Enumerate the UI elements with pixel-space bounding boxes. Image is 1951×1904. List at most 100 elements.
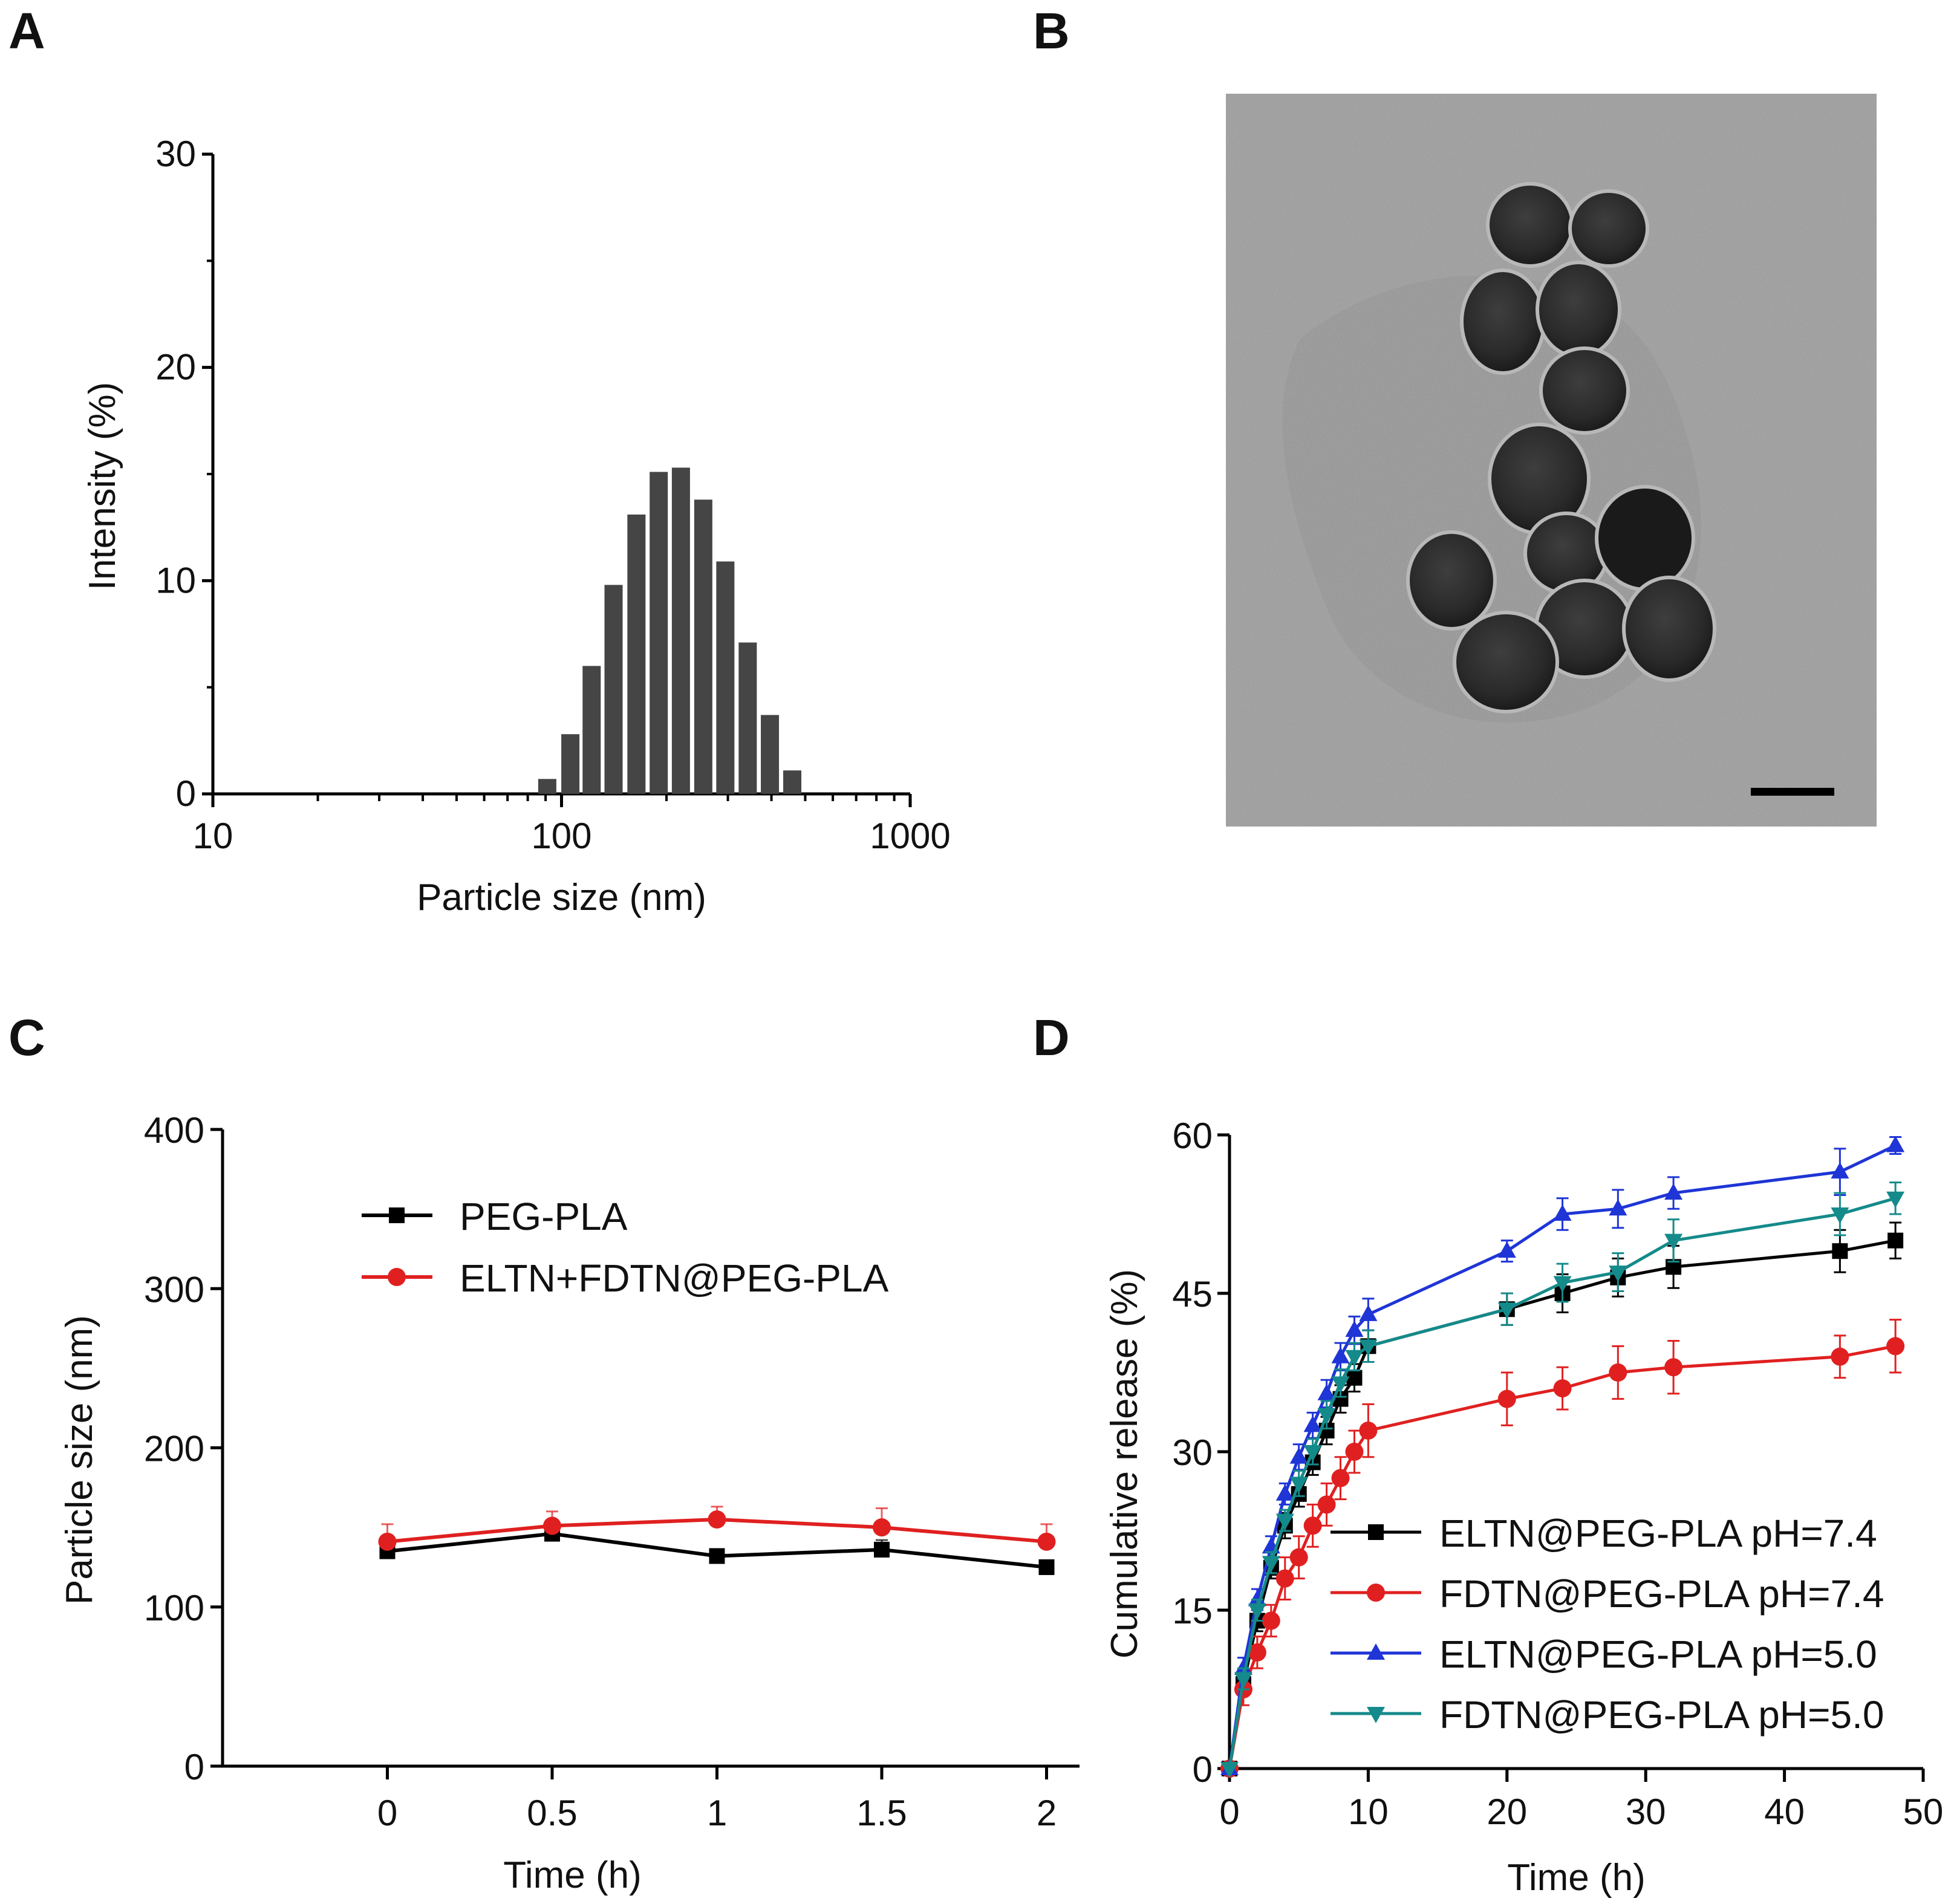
series-3: FDTN@PEG-PLA pH=5.0 (1220, 1181, 1905, 1778)
data-point (1609, 1199, 1627, 1216)
data-point (708, 1510, 726, 1529)
series-1: ELTN+FDTN@PEG-PLA (362, 1256, 1056, 1551)
legend-label: ELTN@PEG-PLA pH=7.4 (1439, 1512, 1877, 1555)
legend-marker (389, 1207, 405, 1223)
data-point (1234, 1672, 1252, 1689)
data-point (709, 1548, 725, 1564)
bar (761, 715, 780, 794)
bar (582, 666, 601, 794)
x-tick-label: 0.5 (527, 1793, 577, 1833)
data-point (1831, 1207, 1849, 1224)
data-point (1345, 1443, 1364, 1461)
panel-label-b: B (1033, 2, 1070, 59)
x-tick-label: 1.5 (856, 1793, 907, 1833)
data-point (1275, 1484, 1294, 1501)
bar (783, 770, 802, 794)
data-point (1886, 1337, 1905, 1356)
x-tick-label: 10 (193, 816, 233, 856)
data-point (1331, 1469, 1350, 1487)
bar (627, 515, 646, 794)
x-tick-label: 50 (1903, 1792, 1944, 1832)
bar (650, 472, 668, 794)
data-point (1262, 1611, 1280, 1630)
y-axis-label: Intensity (%) (82, 382, 123, 591)
data-point (378, 1532, 397, 1551)
data-point (1248, 1590, 1266, 1607)
panel-label-a: A (8, 2, 45, 59)
x-tick-label: 1000 (870, 816, 950, 856)
y-tick-label: 300 (144, 1269, 204, 1310)
data-point (1553, 1204, 1572, 1221)
legend-marker (388, 1268, 406, 1286)
y-tick-label: 15 (1172, 1591, 1213, 1631)
data-point (1303, 1445, 1322, 1461)
data-point (1359, 1304, 1378, 1321)
x-tick-label: 100 (531, 816, 591, 856)
data-point (1609, 1266, 1627, 1282)
data-point (1303, 1516, 1322, 1535)
legend-marker (1367, 1584, 1385, 1602)
data-point (1262, 1556, 1280, 1573)
y-tick-label: 200 (144, 1429, 204, 1469)
x-tick-label: 2 (1037, 1793, 1057, 1833)
y-tick-label: 0 (1193, 1749, 1213, 1790)
y-tick-label: 100 (144, 1588, 204, 1628)
data-point (1832, 1243, 1848, 1259)
data-point (1553, 1276, 1572, 1293)
y-tick-label: 30 (1172, 1432, 1213, 1473)
x-axis-label: Particle size (nm) (417, 877, 706, 918)
data-point (1831, 1347, 1849, 1366)
tem-particles (1406, 182, 1716, 713)
x-tick-label: 0 (377, 1793, 397, 1833)
scale-bar (1751, 788, 1834, 796)
data-point (873, 1518, 891, 1537)
panel-label-d: D (1033, 1009, 1070, 1066)
legend-label: ELTN@PEG-PLA pH=5.0 (1439, 1633, 1877, 1676)
series-0: PEG-PLA (362, 1195, 1055, 1575)
data-point (1886, 1136, 1905, 1152)
legend-label: ELTN+FDTN@PEG-PLA (460, 1256, 889, 1300)
data-point (1497, 1241, 1516, 1258)
data-point (1359, 1339, 1378, 1356)
bar (716, 561, 735, 794)
data-point (1248, 1603, 1266, 1620)
data-point (1248, 1643, 1266, 1662)
legend-label: FDTN@PEG-PLA pH=7.4 (1439, 1572, 1884, 1616)
y-axis-label: Cumulative release (%) (1104, 1269, 1145, 1659)
y-tick-label: 30 (155, 134, 196, 174)
data-point (1234, 1659, 1252, 1675)
data-point (1317, 1383, 1336, 1400)
bar (538, 779, 556, 794)
chart-d-cumulative-release: 0 15 30 45 60 0 10 20 30 40 50 ELTN@PEG-PLA pH=7.4 F… (1104, 1116, 1943, 1899)
y-tick-label: 0 (184, 1747, 204, 1787)
data-point (1497, 1302, 1516, 1319)
data-point (1331, 1347, 1350, 1363)
y-tick-label: 20 (155, 347, 196, 388)
series-1: FDTN@PEG-PLA pH=7.4 (1220, 1319, 1905, 1778)
tem-micrograph (1226, 94, 1877, 827)
x-axis-label: Time (h) (1507, 1857, 1645, 1899)
data-point (1275, 1569, 1294, 1588)
legend-label: PEG-PLA (460, 1195, 628, 1238)
x-tick-label: 10 (1348, 1792, 1389, 1832)
x-tick-label: 0 (1219, 1792, 1239, 1832)
data-point (1831, 1162, 1849, 1179)
data-point (1317, 1495, 1336, 1514)
data-point (1664, 1233, 1683, 1250)
data-point (1664, 1358, 1683, 1377)
x-tick-label: 20 (1487, 1792, 1527, 1832)
data-point (874, 1541, 890, 1558)
data-point (1346, 1370, 1363, 1386)
y-tick-label: 400 (144, 1110, 204, 1151)
legend-marker (1367, 1643, 1385, 1660)
data-point (1331, 1376, 1350, 1393)
x-tick-label: 1 (707, 1793, 727, 1833)
data-point (1220, 1762, 1239, 1778)
y-tick-label: 0 (176, 773, 196, 814)
x-axis-label: Time (h) (503, 1854, 641, 1896)
data-point (1664, 1183, 1683, 1200)
x-tick-label: 40 (1764, 1792, 1805, 1832)
data-point (1497, 1389, 1516, 1408)
legend-marker (1367, 1707, 1385, 1723)
